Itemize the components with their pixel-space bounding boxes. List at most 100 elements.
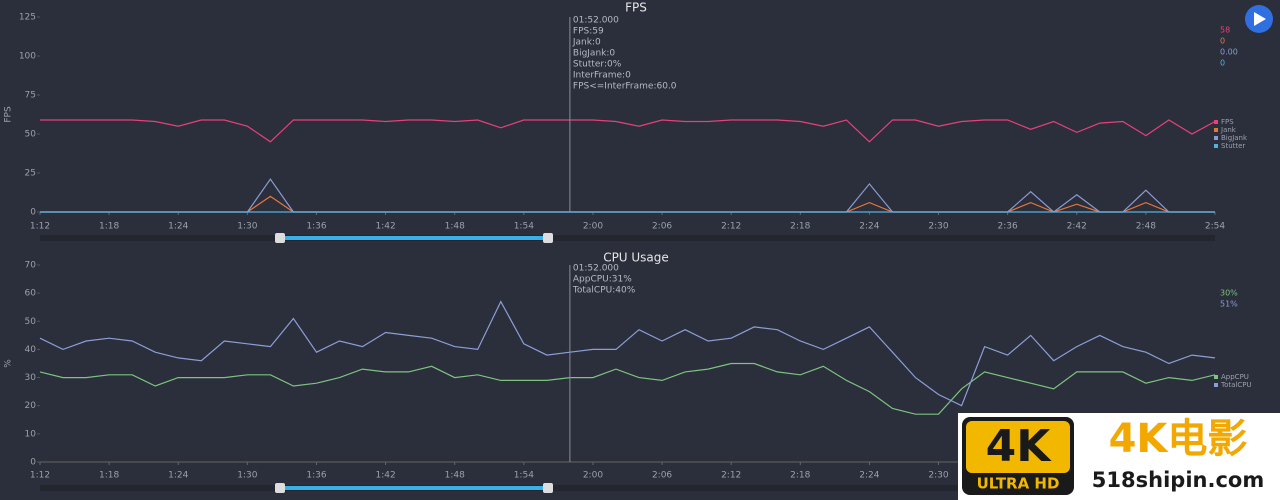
x-tick-label: 2:18 — [790, 471, 810, 481]
x-tick-label: 1:42 — [375, 222, 395, 232]
y-axis-label: FPS — [4, 106, 14, 123]
x-tick-label: 1:30 — [237, 222, 257, 232]
x-tick-label: 1:24 — [168, 471, 188, 481]
slider-handle[interactable] — [543, 233, 553, 243]
x-tick-label: 2:24 — [859, 471, 879, 481]
tooltip-line: Jank:0 — [572, 38, 601, 48]
y-tick-label: 25 — [25, 169, 36, 179]
y-tick-label: 100 — [19, 52, 36, 62]
x-tick-label: 2:00 — [583, 471, 603, 481]
x-tick-label: 2:06 — [652, 471, 672, 481]
slider-handle[interactable] — [543, 483, 553, 493]
play-button[interactable] — [1245, 5, 1273, 33]
legend-swatch — [1214, 375, 1218, 379]
legend-swatch — [1214, 383, 1218, 387]
slider-handle[interactable] — [275, 483, 285, 493]
x-tick-label: 2:18 — [790, 222, 810, 232]
x-tick-label: 2:42 — [1067, 222, 1087, 232]
x-tick-label: 1:48 — [445, 222, 465, 232]
tooltip-line: InterFrame:0 — [573, 71, 631, 81]
x-tick-label: 1:12 — [30, 222, 50, 232]
y-tick-label: 50 — [25, 130, 37, 140]
current-value: 51% — [1220, 300, 1238, 309]
x-tick-label: 2:30 — [928, 471, 948, 481]
x-tick-label: 1:12 — [30, 471, 50, 481]
x-tick-label: 2:12 — [721, 222, 741, 232]
x-tick-label: 2:24 — [859, 222, 879, 232]
y-tick-label: 0 — [30, 458, 36, 468]
x-tick-label: 2:54 — [1205, 222, 1225, 232]
y-tick-label: 125 — [19, 13, 36, 23]
x-tick-label: 2:00 — [583, 222, 603, 232]
y-tick-label: 50 — [25, 317, 37, 327]
legend-label: TotalCPU — [1220, 381, 1252, 389]
slider-range — [280, 486, 548, 490]
y-tick-label: 75 — [25, 91, 36, 101]
tooltip-line: Stutter:0% — [573, 60, 622, 70]
y-axis-label: % — [4, 359, 14, 368]
slider-track — [40, 485, 1215, 491]
y-tick-label: 70 — [25, 261, 37, 271]
slider-range — [280, 236, 548, 240]
x-tick-label: 2:36 — [998, 222, 1018, 232]
x-tick-label: 1:30 — [237, 471, 257, 481]
x-tick-label: 2:12 — [721, 471, 741, 481]
y-tick-label: 0 — [30, 208, 36, 218]
x-tick-label: 1:48 — [445, 471, 465, 481]
current-value: 0.00 — [1220, 48, 1238, 57]
chart-title: CPU Usage — [603, 251, 669, 265]
slider-track — [40, 235, 1215, 241]
series-line — [40, 119, 1216, 143]
x-tick-label: 2:30 — [928, 222, 948, 232]
x-tick-label: 1:18 — [99, 222, 119, 232]
current-value: 0 — [1220, 59, 1225, 68]
legend-swatch — [1214, 136, 1218, 140]
y-tick-label: 30 — [25, 373, 37, 383]
x-tick-label: 1:18 — [99, 471, 119, 481]
slider-fps[interactable] — [40, 233, 1215, 243]
current-value: 30% — [1220, 289, 1238, 298]
site: 518shipin.com — [1092, 468, 1264, 492]
tooltip-line: FPS<=InterFrame:60.0 — [573, 82, 677, 92]
legend-swatch — [1214, 128, 1218, 132]
y-tick-label: 40 — [25, 345, 37, 355]
legend-label: AppCPU — [1221, 373, 1249, 381]
play-icon — [1254, 12, 1266, 26]
x-tick-label: 1:24 — [168, 222, 188, 232]
x-tick-label: 1:42 — [375, 471, 395, 481]
legend-label: Stutter — [1221, 142, 1245, 150]
x-tick-label: 2:06 — [652, 222, 672, 232]
y-tick-label: 10 — [25, 429, 37, 439]
badge-text: 4K — [986, 421, 1053, 472]
legend-label: BigJank — [1221, 134, 1248, 142]
x-tick-label: 1:36 — [306, 222, 326, 232]
current-value: 58 — [1220, 26, 1230, 35]
legend-swatch — [1214, 144, 1218, 148]
legend-label: FPS — [1221, 118, 1234, 126]
series-line — [39, 300, 1216, 407]
slider-handle[interactable] — [275, 233, 285, 243]
x-tick-label: 1:54 — [514, 222, 534, 232]
legend-swatch — [1214, 120, 1218, 124]
tooltip-line: AppCPU:31% — [573, 275, 632, 285]
x-tick-label: 1:36 — [306, 471, 326, 481]
badge-sub: ULTRA HD — [977, 475, 1060, 493]
badge-top — [966, 421, 1070, 473]
slider-cpu[interactable] — [40, 483, 1215, 493]
current-value: 0 — [1220, 37, 1225, 46]
tooltip-line: 01:52.000 — [573, 264, 619, 274]
brand: 4K电影 — [1109, 416, 1248, 462]
watermark: 4K ULTRA HD 4K电影 518shipin.com — [958, 413, 1280, 500]
x-tick-label: 2:48 — [1136, 222, 1156, 232]
series-line — [39, 362, 1216, 415]
y-tick-label: 20 — [25, 401, 37, 411]
tooltip-line: 01:52.000 — [573, 16, 619, 26]
legend-label: Jank — [1220, 126, 1237, 134]
tooltip-line: BigJank:0 — [573, 49, 616, 59]
tooltip-line: FPS:59 — [573, 27, 604, 37]
y-tick-label: 60 — [25, 289, 37, 299]
tooltip-line: TotalCPU:40% — [572, 286, 636, 296]
chart-title: FPS — [625, 1, 647, 15]
